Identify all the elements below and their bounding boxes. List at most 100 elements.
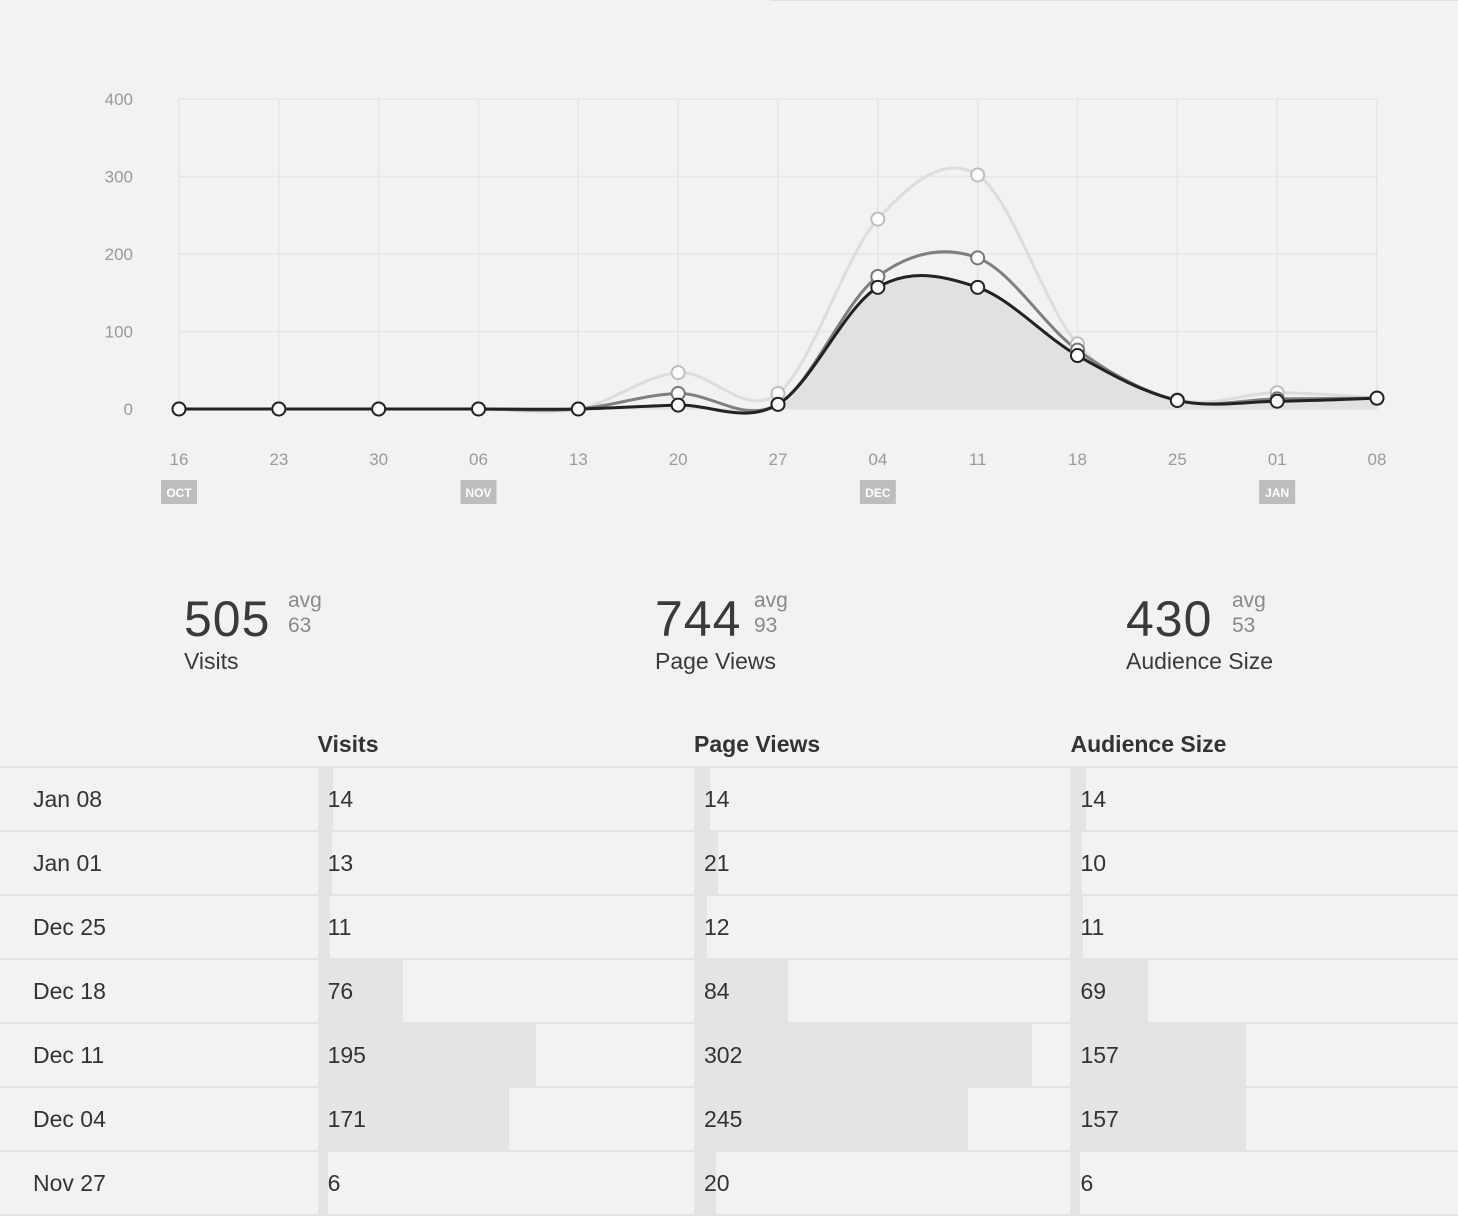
x-tick-label: 18 xyxy=(1068,450,1087,469)
y-tick-label: 300 xyxy=(105,168,133,187)
cell-value: 171 xyxy=(327,1105,366,1132)
value-bar xyxy=(317,1152,328,1214)
value-bar xyxy=(1070,832,1082,894)
cell-visits: 195 xyxy=(317,1023,695,1088)
data-point xyxy=(970,279,986,295)
weekly-data-table: Visits Page Views Audience Size Jan 08 14… xyxy=(0,722,1458,1216)
value-bar xyxy=(694,768,710,830)
value-bar xyxy=(317,1024,536,1086)
x-tick-label: 11 xyxy=(969,450,987,469)
month-badge: JAN xyxy=(1259,480,1296,504)
cell-page-views: 12 xyxy=(694,895,1071,960)
row-date: Jan 01 xyxy=(0,831,318,896)
month-badge-label: OCT xyxy=(166,486,192,500)
y-tick-label: 100 xyxy=(105,323,133,342)
summary-avg-label: avg xyxy=(1232,589,1266,612)
cell-value: 6 xyxy=(1080,1169,1094,1196)
cell-value: 84 xyxy=(704,977,730,1004)
header-visits[interactable]: Visits xyxy=(317,722,695,768)
cell-visits: 11 xyxy=(317,895,695,960)
cell-page-views: 84 xyxy=(694,959,1071,1024)
value-bar xyxy=(1070,896,1083,958)
cell-visits: 13 xyxy=(317,831,695,896)
cell-page-views: 21 xyxy=(694,831,1071,896)
value-bar xyxy=(694,960,789,1022)
value-bar xyxy=(694,896,708,958)
cell-value: 157 xyxy=(1080,1041,1119,1068)
table-row[interactable]: Dec 25 11 12 11 xyxy=(0,895,1458,960)
cell-value: 12 xyxy=(704,913,730,940)
x-tick-label: 08 xyxy=(1368,450,1387,469)
row-date: Dec 04 xyxy=(0,1087,318,1152)
y-tick-label: 0 xyxy=(124,400,133,419)
summary-label: Audience Size xyxy=(1126,648,1274,674)
cell-value: 157 xyxy=(1080,1105,1119,1132)
cell-value: 11 xyxy=(327,913,352,940)
header-audience-size[interactable]: Audience Size xyxy=(1070,722,1458,768)
value-bar xyxy=(317,768,334,830)
cell-audience-size: 6 xyxy=(1070,1151,1458,1216)
summary-avg-label: avg xyxy=(288,589,322,612)
summary-avg-label: avg xyxy=(754,589,788,612)
data-point xyxy=(670,397,686,413)
summary-visits: 505 avg 63 Visits xyxy=(184,588,484,688)
cell-audience-size: 157 xyxy=(1070,1023,1458,1088)
data-point xyxy=(870,211,886,227)
cell-value: 10 xyxy=(1080,849,1107,876)
table-row[interactable]: Jan 08 14 14 14 xyxy=(0,767,1458,832)
summary-value: 744 xyxy=(655,591,742,647)
summary-avg-value: 93 xyxy=(754,614,778,637)
data-point xyxy=(371,401,387,417)
table-row[interactable]: Dec 11 195 302 157 xyxy=(0,1023,1458,1088)
header-page-views[interactable]: Page Views xyxy=(694,722,1071,768)
table-row[interactable]: Nov 27 6 20 6 xyxy=(0,1151,1458,1216)
series-area xyxy=(179,275,1377,414)
table-row[interactable]: Dec 18 76 84 69 xyxy=(0,959,1458,1024)
cell-value: 11 xyxy=(1080,913,1105,940)
data-point xyxy=(1369,390,1385,406)
cell-value: 21 xyxy=(704,849,730,876)
summary-page-views: 744 avg 93 Page Views xyxy=(655,588,955,688)
cell-value: 195 xyxy=(327,1041,366,1068)
top-divider xyxy=(770,0,1458,1)
cell-audience-size: 157 xyxy=(1070,1087,1458,1152)
x-tick-label: 13 xyxy=(569,450,588,469)
table-row[interactable]: Jan 01 13 21 10 xyxy=(0,831,1458,896)
cell-audience-size: 14 xyxy=(1070,767,1458,832)
cell-page-views: 302 xyxy=(694,1023,1071,1088)
value-bar xyxy=(317,960,403,1022)
summary-label: Page Views xyxy=(655,648,777,674)
chart-grid xyxy=(178,98,1378,410)
cell-visits: 14 xyxy=(317,767,695,832)
data-point xyxy=(171,401,187,417)
summary-value: 430 xyxy=(1126,591,1213,647)
cell-page-views: 245 xyxy=(694,1087,1071,1152)
month-badge-bg xyxy=(460,480,497,504)
value-bar xyxy=(1070,1024,1247,1086)
cell-value: 20 xyxy=(704,1169,730,1196)
month-badge-bg xyxy=(859,480,896,504)
table-body: Jan 08 14 14 14 Jan 01 13 21 10 Dec 25 11 12 11 Dec … xyxy=(0,767,1458,1216)
cell-value: 14 xyxy=(327,785,354,812)
summary-label: Visits xyxy=(184,648,239,674)
x-tick-label: 27 xyxy=(769,450,788,469)
cell-value: 245 xyxy=(704,1105,743,1132)
row-date: Dec 25 xyxy=(0,895,318,960)
data-point xyxy=(570,401,586,417)
summary-avg-value: 53 xyxy=(1232,614,1256,637)
summary-audience-size: 430 avg 53 Audience Size xyxy=(1126,588,1426,688)
value-bar xyxy=(694,1088,969,1150)
cell-value: 14 xyxy=(1080,785,1107,812)
traffic-line-chart: 0 100 200 300 400 16 23 30 06 13 20 27 04 11 18 25 01 08 O… xyxy=(105,90,1387,504)
table-row[interactable]: Dec 04 171 245 157 xyxy=(0,1087,1458,1152)
x-tick-label: 25 xyxy=(1168,450,1187,469)
x-tick-label: 20 xyxy=(669,450,688,469)
value-bar xyxy=(694,1024,1033,1086)
month-badge: NOV xyxy=(460,480,497,504)
row-date: Nov 27 xyxy=(0,1151,318,1216)
cell-value: 69 xyxy=(1080,977,1107,1004)
y-tick-label: 200 xyxy=(105,245,133,264)
value-bar xyxy=(694,832,718,894)
cell-value: 76 xyxy=(327,977,354,1004)
